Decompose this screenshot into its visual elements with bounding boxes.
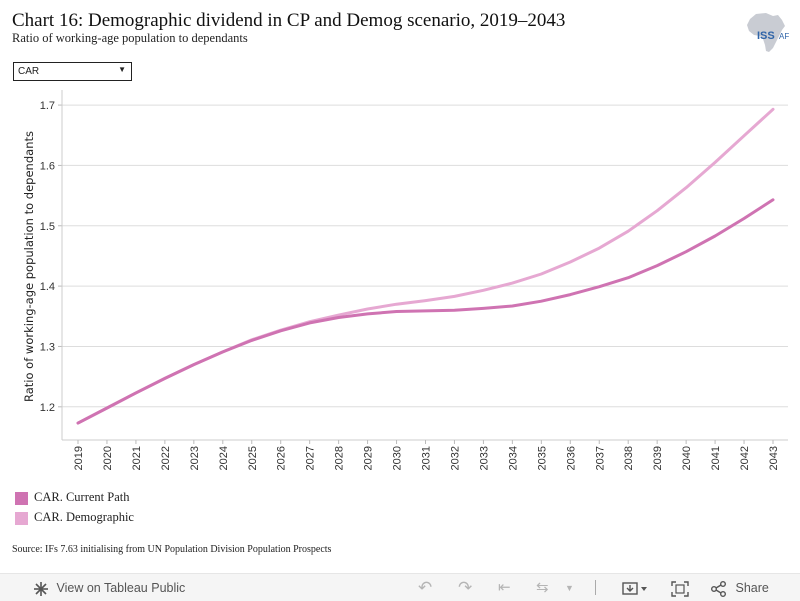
x-tick-label: 2031	[421, 446, 433, 470]
view-on-tableau-button[interactable]: View on Tableau Public	[33, 578, 185, 598]
download-button[interactable]	[622, 578, 650, 598]
x-tick-label: 2034	[507, 446, 519, 470]
x-tick-label: 2035	[536, 446, 548, 470]
revert-icon[interactable]: ⇤	[498, 579, 511, 596]
x-tick-label: 2024	[218, 446, 230, 470]
legend-item-demographic[interactable]: CAR. Demographic	[15, 510, 134, 526]
svg-text:ISS: ISS	[757, 30, 775, 42]
toolbar-divider	[595, 580, 596, 595]
series-line-demographic	[76, 107, 775, 425]
x-tick-label: 2028	[334, 446, 346, 470]
x-tick-label: 2038	[623, 446, 635, 470]
x-tick-label: 2020	[102, 446, 114, 470]
series-line-current-path	[76, 198, 775, 425]
x-tick-label: 2027	[305, 446, 317, 470]
y-axis-title: Ratio of working-age population to depen…	[22, 131, 36, 402]
x-tick-label: 2030	[392, 446, 404, 470]
country-filter-value: CAR	[18, 66, 40, 77]
legend-item-current-path[interactable]: CAR. Current Path	[15, 490, 134, 508]
iss-africa-logo: ISS AF	[747, 13, 789, 52]
x-tick-label: 2021	[131, 446, 143, 470]
x-tick-label: 2039	[652, 446, 664, 470]
x-tick-label: 2029	[363, 446, 375, 470]
share-button[interactable]: Share	[710, 578, 769, 598]
svg-text:AF: AF	[779, 32, 789, 41]
legend-swatch-demographic	[15, 511, 28, 525]
fullscreen-icon	[671, 581, 689, 597]
x-tick-label: 2032	[449, 446, 461, 470]
x-tick-label: 2033	[478, 446, 490, 470]
x-tick-label: 2023	[189, 446, 201, 470]
x-tick-label: 2037	[594, 446, 606, 470]
y-tick-label: 1.3	[40, 341, 55, 353]
tableau-logo-icon	[34, 581, 48, 596]
legend-label-demographic: CAR. Demographic	[34, 510, 134, 524]
y-tick-label: 1.5	[40, 221, 55, 233]
undo-icon[interactable]: ↶	[418, 578, 433, 597]
x-tick-label: 2040	[681, 446, 693, 470]
y-tick-label: 1.2	[40, 402, 55, 414]
legend: CAR. Current Path CAR. Demographic	[15, 490, 134, 528]
redo-icon[interactable]: ↷	[458, 578, 473, 597]
refresh-icon[interactable]: ⇆	[536, 579, 549, 596]
x-tick-label: 2025	[247, 446, 259, 470]
legend-label-current-path: CAR. Current Path	[34, 490, 130, 504]
legend-swatch-current-path	[15, 491, 28, 505]
x-tick-label: 2019	[73, 446, 85, 470]
chart-subtitle: Ratio of working-age population to depen…	[12, 31, 248, 45]
dropdown-arrow-icon: ▼	[118, 65, 126, 74]
source-note: Source: IFs 7.63 initialising from UN Po…	[12, 544, 332, 555]
y-tick-label: 1.7	[40, 100, 55, 112]
download-icon	[622, 582, 647, 595]
view-on-tableau-label: View on Tableau Public	[56, 581, 186, 595]
x-tick-label: 2022	[160, 446, 172, 470]
y-tick-label: 1.4	[40, 281, 55, 293]
share-label: Share	[735, 581, 769, 595]
share-icon	[711, 580, 726, 597]
country-filter-dropdown[interactable]: CAR ▼	[13, 62, 132, 81]
x-tick-label: 2041	[710, 446, 722, 470]
x-tick-label: 2043	[768, 446, 780, 470]
refresh-menu-chevron-icon[interactable]: ▼	[565, 583, 574, 593]
fullscreen-button[interactable]	[671, 578, 689, 598]
y-tick-label: 1.6	[40, 160, 55, 172]
x-tick-label: 2036	[565, 446, 577, 470]
x-tick-label: 2026	[276, 446, 288, 470]
chart-title: Chart 16: Demographic dividend in CP and…	[12, 10, 566, 31]
x-tick-label: 2042	[739, 446, 751, 470]
line-chart: 1.2 1.3 1.4 1.5 1.6 1.7 2019 2020 2021 2022 2023 20…	[22, 90, 788, 470]
tableau-toolbar: View on Tableau Public ↶ ↷ ⇤ ⇆ ▼ Share	[0, 573, 800, 601]
